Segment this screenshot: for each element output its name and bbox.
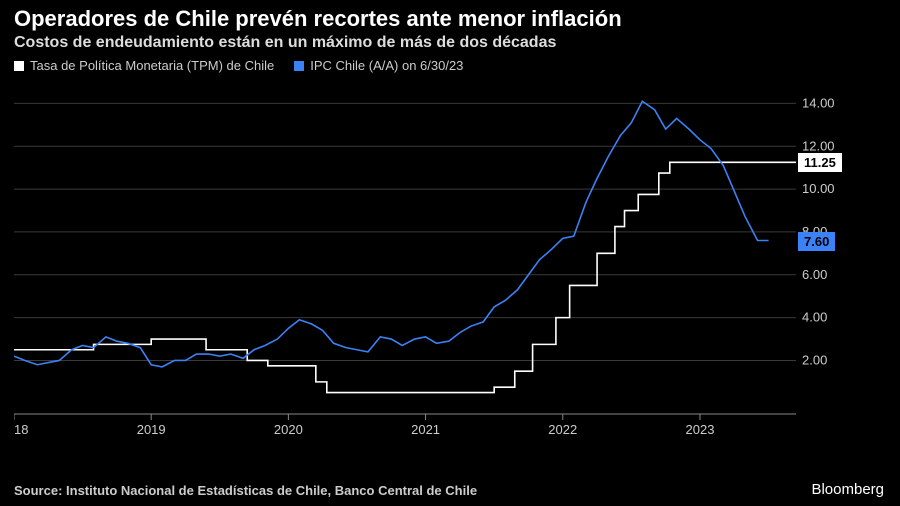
- svg-text:14.00: 14.00: [802, 95, 835, 110]
- line-chart-svg: 2.004.006.008.0010.0012.0014.00201820192…: [14, 82, 846, 442]
- svg-text:4.00: 4.00: [802, 310, 827, 325]
- svg-text:2023: 2023: [686, 422, 715, 437]
- chart-frame: { "title": "Operadores de Chile prevén r…: [0, 0, 900, 506]
- legend-label: IPC Chile (A/A) on 6/30/23: [310, 58, 463, 73]
- end-label: 11.25: [798, 153, 842, 172]
- svg-text:2.00: 2.00: [802, 352, 827, 367]
- end-label: 7.60: [798, 232, 835, 251]
- svg-text:2022: 2022: [548, 422, 577, 437]
- svg-text:2018: 2018: [14, 422, 28, 437]
- chart-title: Operadores de Chile prevén recortes ante…: [14, 6, 622, 32]
- svg-text:2020: 2020: [274, 422, 303, 437]
- source-text: Source: Instituto Nacional de Estadístic…: [14, 483, 477, 498]
- chart-subtitle: Costos de endeudamiento están en un máxi…: [14, 34, 556, 52]
- legend-item: IPC Chile (A/A) on 6/30/23: [294, 58, 463, 73]
- svg-text:12.00: 12.00: [802, 138, 835, 153]
- plot-area: 2.004.006.008.0010.0012.0014.00201820192…: [14, 82, 846, 442]
- legend-item: Tasa de Política Monetaria (TPM) de Chil…: [14, 58, 274, 73]
- svg-text:2021: 2021: [411, 422, 440, 437]
- svg-text:6.00: 6.00: [802, 267, 827, 282]
- legend: Tasa de Política Monetaria (TPM) de Chil…: [14, 58, 463, 73]
- brand-text: Bloomberg: [811, 481, 884, 498]
- legend-swatch: [14, 61, 24, 71]
- svg-text:2019: 2019: [137, 422, 166, 437]
- svg-text:10.00: 10.00: [802, 181, 835, 196]
- legend-label: Tasa de Política Monetaria (TPM) de Chil…: [30, 58, 274, 73]
- legend-swatch: [294, 61, 304, 71]
